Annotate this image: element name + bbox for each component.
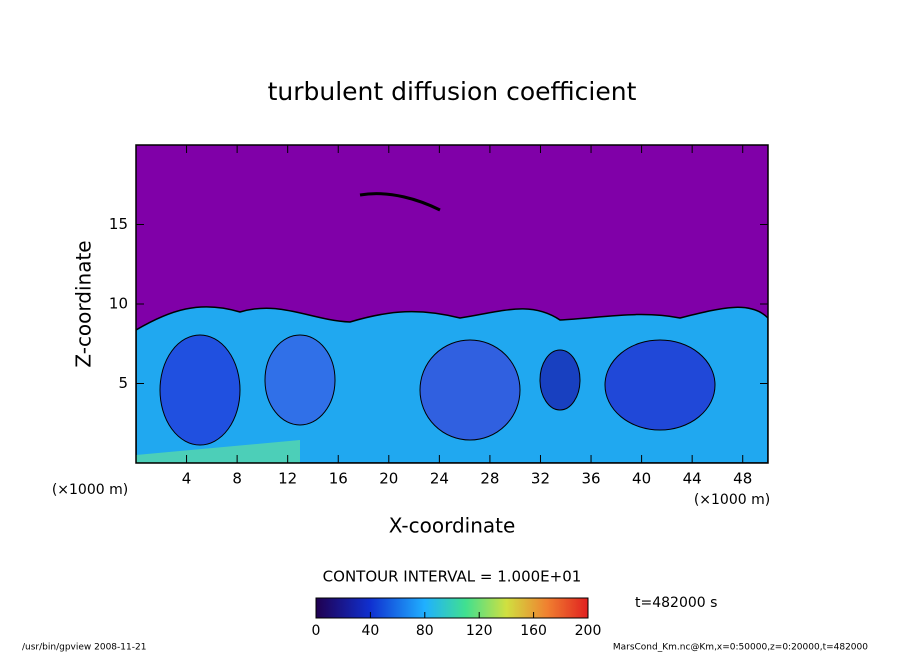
y-axis-label: Z-coordinate bbox=[72, 240, 96, 367]
x-tick-label: 8 bbox=[232, 470, 242, 488]
footer-left: /usr/bin/gpview 2008-11-21 bbox=[22, 643, 146, 653]
chart-title: turbulent diffusion coefficient bbox=[268, 77, 637, 106]
x-tick-label: 16 bbox=[329, 470, 348, 488]
colorbar bbox=[315, 597, 589, 619]
colorbar-tick-label: 200 bbox=[575, 623, 602, 639]
x-tick-label: 28 bbox=[480, 470, 499, 488]
colorbar-tick-label: 40 bbox=[361, 623, 379, 639]
footer-right: MarsCond_Km.nc@Km,x=0:50000,z=0:20000,t=… bbox=[613, 643, 868, 653]
colorbar-tick-label: 0 bbox=[312, 623, 321, 639]
x-tick-label: 44 bbox=[683, 470, 702, 488]
colorbar-tick-label: 120 bbox=[466, 623, 493, 639]
y-tick-label: 15 bbox=[109, 215, 128, 233]
x-tick-label: 48 bbox=[733, 470, 752, 488]
x-unit-label: (×1000 m) bbox=[52, 482, 128, 498]
y-tick-label: 5 bbox=[118, 374, 128, 392]
colorbar-tick-label: 80 bbox=[416, 623, 434, 639]
x-tick-label: 32 bbox=[531, 470, 550, 488]
x-unit-label: (×1000 m) bbox=[694, 492, 770, 508]
x-axis-label: X-coordinate bbox=[389, 514, 516, 538]
y-tick-label: 10 bbox=[109, 295, 128, 313]
x-tick-label: 24 bbox=[430, 470, 449, 488]
x-tick-label: 36 bbox=[581, 470, 600, 488]
time-label: t=482000 s bbox=[635, 595, 717, 611]
x-tick-label: 4 bbox=[182, 470, 192, 488]
colorbar-tick-label: 160 bbox=[520, 623, 547, 639]
x-tick-label: 20 bbox=[379, 470, 398, 488]
x-tick-label: 40 bbox=[632, 470, 651, 488]
contour-interval-label: CONTOUR INTERVAL = 1.000E+01 bbox=[323, 568, 582, 586]
contour-field bbox=[136, 145, 768, 463]
x-tick-label: 12 bbox=[278, 470, 297, 488]
